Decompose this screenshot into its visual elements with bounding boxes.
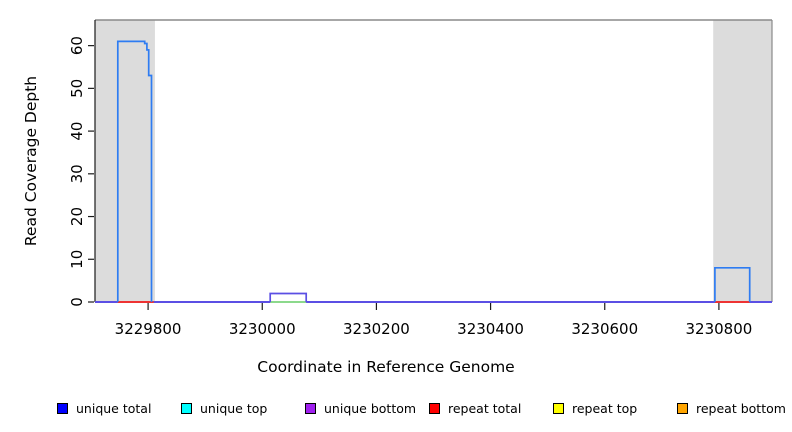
series-unique-bottom-segment-0 [269,292,308,302]
legend-swatch-unique-bottom [305,402,316,414]
legend-swatch-repeat-top [553,402,564,414]
legend-label: repeat total [448,400,522,416]
legend-item-unique-bottom: unique bottom [305,399,416,417]
legend-swatch-repeat-bottom [677,402,688,414]
y-tick-label: 20 [68,207,86,226]
legend-swatch-unique-top [181,402,192,414]
legend-label: unique top [200,400,268,416]
y-tick-label: 0 [68,297,86,307]
y-tick-label: 60 [68,36,86,55]
legend-item-repeat-bottom: repeat bottom [677,399,786,417]
legend-item-unique-total: unique total [57,399,151,417]
legend-label: repeat top [572,400,638,416]
legend-item-repeat-top: repeat top [553,399,637,417]
legend: unique total unique top unique bottom repea… [0,399,792,419]
shaded-region-right-flank [713,20,772,302]
y-tick-label: 40 [68,122,86,141]
shaded-region-left-flank [95,20,155,302]
series-unique-total-segment-1 [714,266,751,302]
legend-item-unique-top: unique top [181,399,267,417]
legend-swatch-unique-total [57,402,68,414]
series-unique-total-segment-0 [116,40,153,302]
legend-label: unique total [76,400,152,416]
x-tick-label: 3230000 [229,320,296,338]
x-tick-label: 3230200 [343,320,410,338]
x-tick-label: 3230600 [571,320,638,338]
y-tick-label: 50 [68,79,86,98]
x-axis-title: Coordinate in Reference Genome [257,358,515,376]
legend-label: repeat bottom [696,400,786,416]
legend-swatch-repeat-total [429,402,440,414]
legend-label: unique bottom [324,400,417,416]
x-tick-label: 3230800 [686,320,753,338]
x-tick-label: 3230400 [457,320,524,338]
y-tick-label: 10 [68,250,86,269]
legend-item-repeat-total: repeat total [429,399,521,417]
y-axis-title: Read Coverage Depth [22,75,40,247]
y-tick-label: 30 [68,164,86,183]
x-tick-label: 3229800 [115,320,182,338]
